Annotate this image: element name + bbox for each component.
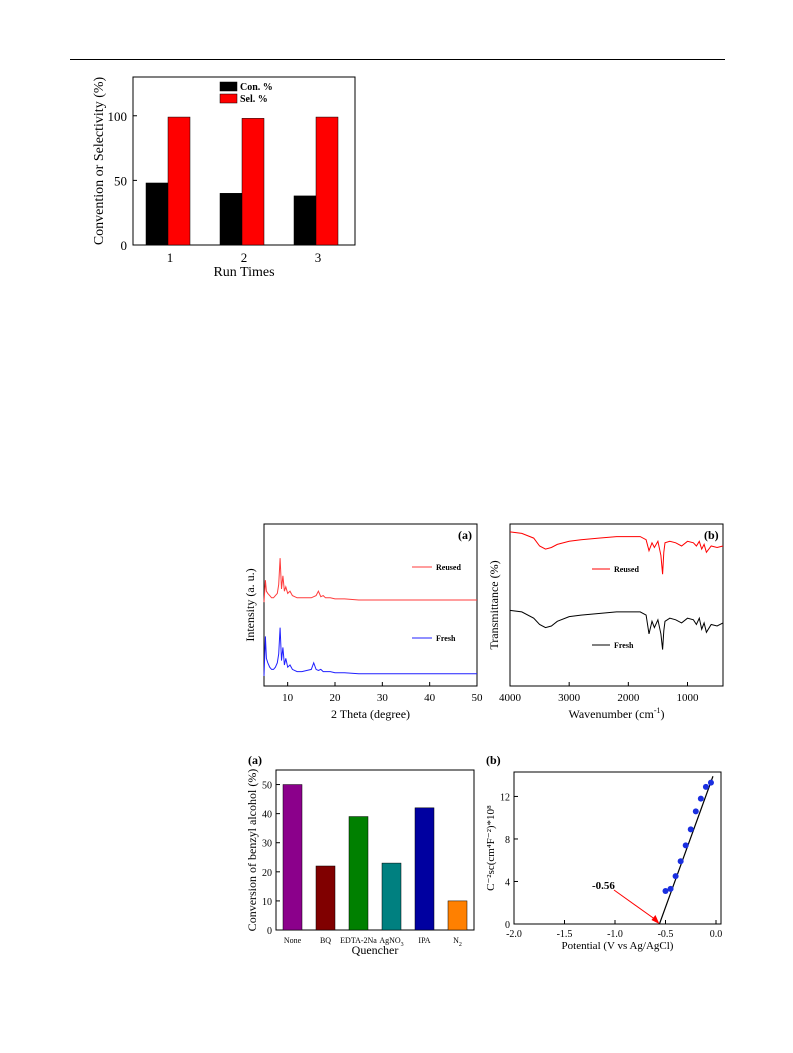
fig1-ytick-label: 50: [114, 173, 127, 188]
fig1-ytick-label: 100: [108, 109, 128, 124]
fig1-legend-label: Con. %: [240, 82, 273, 93]
fig3b-xtick-label: -2.0: [506, 929, 522, 940]
fig3b-xtick-label: 0.0: [710, 929, 723, 940]
fig3b-frame: [513, 771, 722, 925]
fig2b-series-line-fresh: [509, 609, 724, 650]
fig2b-frame: [509, 523, 724, 687]
fig3b-annotation-arrowhead: [651, 915, 660, 924]
fig3b-data-point: [667, 885, 674, 892]
fig3b-annotation-label: -0.56: [592, 880, 615, 892]
fig1-legend-label: Sel. %: [240, 94, 268, 105]
fig1-bar-con: [219, 193, 243, 246]
fig2b-xtick-label: 2000: [617, 692, 640, 704]
fig3a-bar: [447, 900, 468, 931]
fig3a-ytick-label: 40: [262, 810, 272, 821]
fig2b-legend-label-reused: Reused: [614, 565, 639, 574]
fig1-legend-swatch: [219, 93, 238, 104]
fig1-bar-sel: [167, 116, 191, 246]
fig1-x-axis-label: Run Times: [213, 265, 274, 280]
fig3a-ytick-label: 30: [262, 839, 272, 850]
fig3a-ytick-label: 0: [267, 926, 272, 937]
fig3a-ytick-label: 10: [262, 897, 272, 908]
fig3a-panel-label: (a): [248, 753, 262, 767]
fig3a-xtick-label: EDTA-2Na: [340, 936, 377, 945]
fig3b-data-point: [662, 888, 669, 895]
fig3b-data-point: [682, 842, 689, 849]
fig3a-ytick-label: 20: [262, 868, 272, 879]
fig3a-bar: [348, 816, 369, 931]
fig3a-xtick-label-subscript: 2: [459, 942, 462, 948]
fig1-bar-sel: [241, 118, 265, 246]
fig3b-xtick-label: -0.5: [658, 929, 674, 940]
fig3b-data-point: [692, 808, 699, 815]
fig3b-y-axis-label: C⁻²sc(cm⁴F⁻²)*10⁸: [485, 805, 497, 891]
fig3b-data-point: [672, 873, 679, 880]
fig3b-x-axis-label: Potential (V vs Ag/AgCl): [562, 940, 674, 952]
fig2b-x-axis-label: Wavenumber (cm-1): [568, 706, 664, 721]
fig3b-annotation-arrow: [613, 889, 658, 922]
fig2a-panel-label: (a): [458, 528, 472, 542]
fig2a-series-line-reused: [263, 558, 477, 603]
fig3a-xtick-label: BQ: [320, 936, 331, 945]
fig1-xtick-label: 3: [315, 250, 322, 265]
fig3a-bar: [414, 807, 435, 931]
fig2a-series-line-fresh: [263, 627, 477, 677]
fig1-frame: [132, 76, 356, 246]
fig3b-data-point: [687, 826, 694, 833]
fig3a-xtick-label: IPA: [418, 936, 430, 945]
fig1-bar-con: [145, 182, 169, 246]
fig1-bar-con: [293, 195, 317, 246]
fig3b-data-point: [707, 779, 714, 786]
fig1-xtick-label: 1: [167, 250, 174, 265]
fig2a-xtick-label: 50: [472, 692, 484, 704]
fig3b-data-point: [702, 783, 709, 790]
fig2b-xtick-label: 3000: [558, 692, 581, 704]
fig2a-xtick-label: 30: [377, 692, 389, 704]
fig2a-legend-label-fresh: Fresh: [436, 634, 456, 643]
fig1-y-axis-label: Convention or Selectivity (%): [92, 76, 107, 245]
fig3a-x-axis-label: Quencher: [352, 943, 399, 957]
fig2b-x-axis-label-end: ): [661, 707, 665, 721]
fig3a-xtick-label: AgNO3: [379, 936, 403, 948]
fig3a-y-axis-label: Conversion of benzyl alcohol (%): [245, 769, 259, 932]
fig3a-xtick-label-subscript: 3: [401, 942, 404, 948]
fig1-ytick-label: 0: [121, 238, 128, 253]
fig1-xtick-label: 2: [241, 250, 248, 265]
fig3b-fit-line: [658, 776, 714, 925]
fig2b-series-line-reused: [509, 531, 724, 575]
fig3b-ytick-label: 0: [505, 920, 510, 931]
fig3b-panel-label: (b): [486, 753, 501, 767]
fig3b-data-point: [697, 795, 704, 802]
fig2a-frame: [263, 523, 478, 687]
fig3b-xtick-label: -1.5: [557, 929, 573, 940]
fig2b-legend-label-fresh: Fresh: [614, 641, 634, 650]
fig1-legend-swatch: [219, 81, 238, 92]
fig3a-bar: [381, 862, 402, 931]
fig3a-bar: [315, 865, 336, 931]
fig2a-xtick-label: 10: [282, 692, 294, 704]
fig2a-xtick-label: 40: [424, 692, 436, 704]
fig2b-x-axis-label-sup: -1: [654, 706, 661, 715]
page-header-rule: [70, 59, 725, 60]
fig3a-xtick-label: N2: [453, 936, 462, 948]
fig3a-xtick-label: None: [284, 936, 302, 945]
fig3b-xtick-label: -1.0: [607, 929, 623, 940]
fig2b-xtick-label: 1000: [677, 692, 700, 704]
fig3b-data-point: [677, 858, 684, 865]
fig1-bar-sel: [315, 116, 339, 246]
fig2a-legend-label-reused: Reused: [436, 563, 461, 572]
fig3a-frame: [275, 769, 475, 931]
fig2b-panel-label: (b): [704, 528, 719, 542]
fig3b-ytick-label: 8: [505, 835, 510, 846]
fig2b-xtick-label: 4000: [499, 692, 522, 704]
fig2a-x-axis-label: 2 Theta (degree): [331, 707, 410, 721]
fig2a-xtick-label: 20: [330, 692, 342, 704]
fig3b-ytick-label: 12: [500, 792, 510, 803]
fig2b-y-axis-label: Transmittance (%): [487, 560, 501, 649]
fig2a-y-axis-label: Intensity (a. u.): [243, 568, 257, 641]
fig3a-ytick-label: 50: [262, 781, 272, 792]
fig3a-bar: [282, 784, 303, 931]
fig3b-ytick-label: 4: [505, 877, 510, 888]
